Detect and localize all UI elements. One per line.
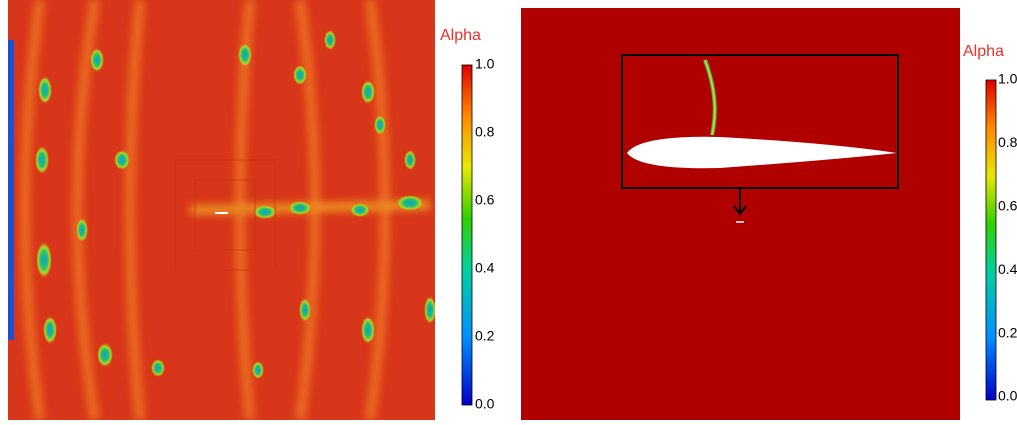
colorbar-tick-label: 1.0 <box>998 71 1017 87</box>
colorbar-tick-label: 0.0 <box>475 396 495 412</box>
figure: Alpha 1.0 0.8 0.6 0.4 0.2 0.0 Alpha 1.0 0.8 0.6… <box>0 0 1017 420</box>
page: {"panels": [ {"colorbar": {"title": "Alp… <box>0 0 1017 420</box>
left-contour <box>8 0 436 420</box>
colorbar-ticks: 1.0 0.8 0.6 0.4 0.2 0.0 <box>475 56 495 412</box>
colorbar <box>986 80 996 400</box>
colorbar-tick-label: 0.6 <box>475 192 495 208</box>
colorbar-tick-label: 0.8 <box>998 134 1017 150</box>
colorbar-tick-label: 1.0 <box>475 56 495 72</box>
colorbar-tick-label: 0.4 <box>475 260 495 276</box>
colorbar-title: Alpha <box>440 27 481 44</box>
colorbar-tick-label: 0.6 <box>998 198 1017 214</box>
colorbar <box>462 65 472 405</box>
colorbar-title: Alpha <box>963 43 1004 60</box>
colorbar-ticks: 1.0 0.8 0.6 0.4 0.2 0.0 <box>998 71 1017 404</box>
colorbar-tick-label: 0.0 <box>998 388 1017 404</box>
colorbar-tick-label: 0.2 <box>475 328 495 344</box>
colorbar-tick-label: 0.2 <box>998 324 1017 340</box>
colorbar-tick-label: 0.8 <box>475 124 495 140</box>
colorbar-tick-label: 0.4 <box>998 261 1017 277</box>
